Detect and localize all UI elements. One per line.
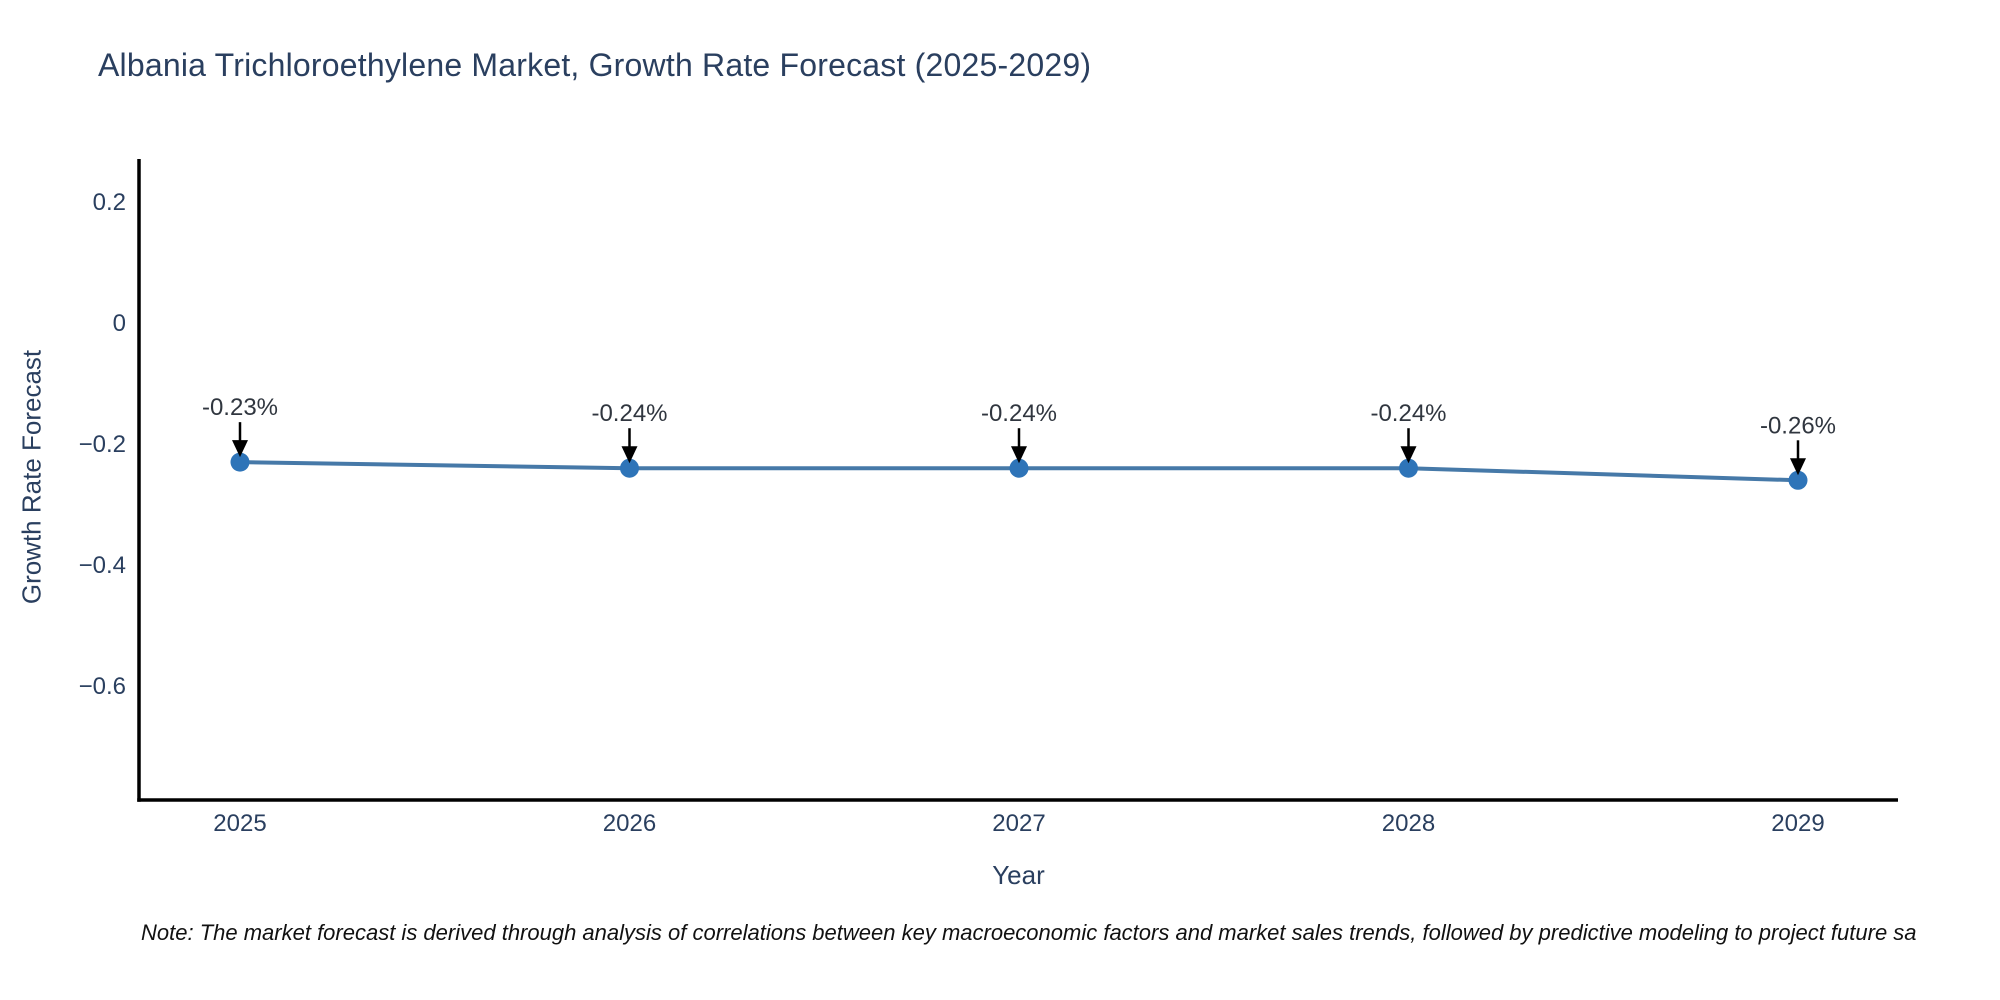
data-point-2029 [1788, 470, 1808, 490]
down-arrowhead-icon [1790, 458, 1806, 476]
x-tick-label: 2029 [1771, 810, 1824, 837]
annotation-label: -0.24% [591, 400, 667, 427]
data-point-2027 [1009, 458, 1029, 478]
x-tick-label: 2027 [992, 810, 1045, 837]
annotation-2027: -0.24% [981, 400, 1057, 464]
data-point-2028 [1399, 458, 1418, 478]
annotation-2025: -0.23% [202, 394, 278, 458]
x-tick-label: 2026 [603, 810, 656, 837]
x-axis-title: Year [992, 860, 1045, 890]
y-tick-label: −0.2 [79, 431, 126, 458]
down-arrowhead-icon [232, 440, 248, 458]
y-tick-label: 0.2 [93, 189, 126, 216]
annotation-label: -0.24% [1370, 400, 1446, 427]
data-point-2025 [230, 452, 250, 472]
footnote: Note: The market forecast is derived thr… [141, 920, 1917, 945]
chart-title: Albania Trichloroethylene Market, Growth… [98, 47, 1092, 83]
y-tick-label: 0 [113, 310, 126, 337]
annotation-label: -0.24% [981, 400, 1057, 427]
x-tick-label: 2025 [213, 810, 266, 837]
y-tick-label: −0.4 [79, 552, 126, 579]
down-arrowhead-icon [1400, 446, 1417, 464]
annotation-2026: -0.24% [591, 400, 668, 464]
down-arrowhead-icon [1011, 446, 1027, 464]
data-point-2026 [620, 458, 639, 478]
annotation-2028: -0.24% [1370, 400, 1447, 464]
x-tick-label: 2028 [1382, 810, 1435, 837]
down-arrowhead-icon [621, 446, 638, 464]
y-tick-label: −0.6 [79, 673, 126, 700]
annotation-2029: -0.26% [1760, 412, 1836, 476]
annotation-label: -0.26% [1760, 412, 1836, 439]
annotation-label: -0.23% [202, 394, 278, 421]
